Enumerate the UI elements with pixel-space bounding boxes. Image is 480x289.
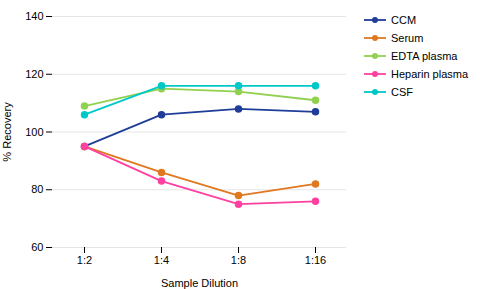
svg-text:120: 120 xyxy=(25,68,43,80)
svg-text:140: 140 xyxy=(25,10,43,22)
html-text:EDTA plasma: EDTA plasma xyxy=(391,50,458,62)
svg-text:% Recovery: % Recovery xyxy=(1,102,13,162)
svg-text:Sample Dilution: Sample Dilution xyxy=(161,277,238,289)
html-text:Heparin plasma: Heparin plasma xyxy=(391,68,468,80)
svg-text:1:8: 1:8 xyxy=(231,254,246,266)
svg-text:1:4: 1:4 xyxy=(154,254,169,266)
svg-text:80: 80 xyxy=(31,183,43,195)
html-text:Serum: Serum xyxy=(391,32,424,44)
svg-text:100: 100 xyxy=(25,126,43,138)
svg-text:60: 60 xyxy=(31,241,43,253)
svg-text:1:16: 1:16 xyxy=(305,254,326,266)
html-text:CCM: CCM xyxy=(391,14,417,26)
svg-text:1:2: 1:2 xyxy=(77,254,92,266)
html-text:CSF: CSF xyxy=(391,86,413,98)
